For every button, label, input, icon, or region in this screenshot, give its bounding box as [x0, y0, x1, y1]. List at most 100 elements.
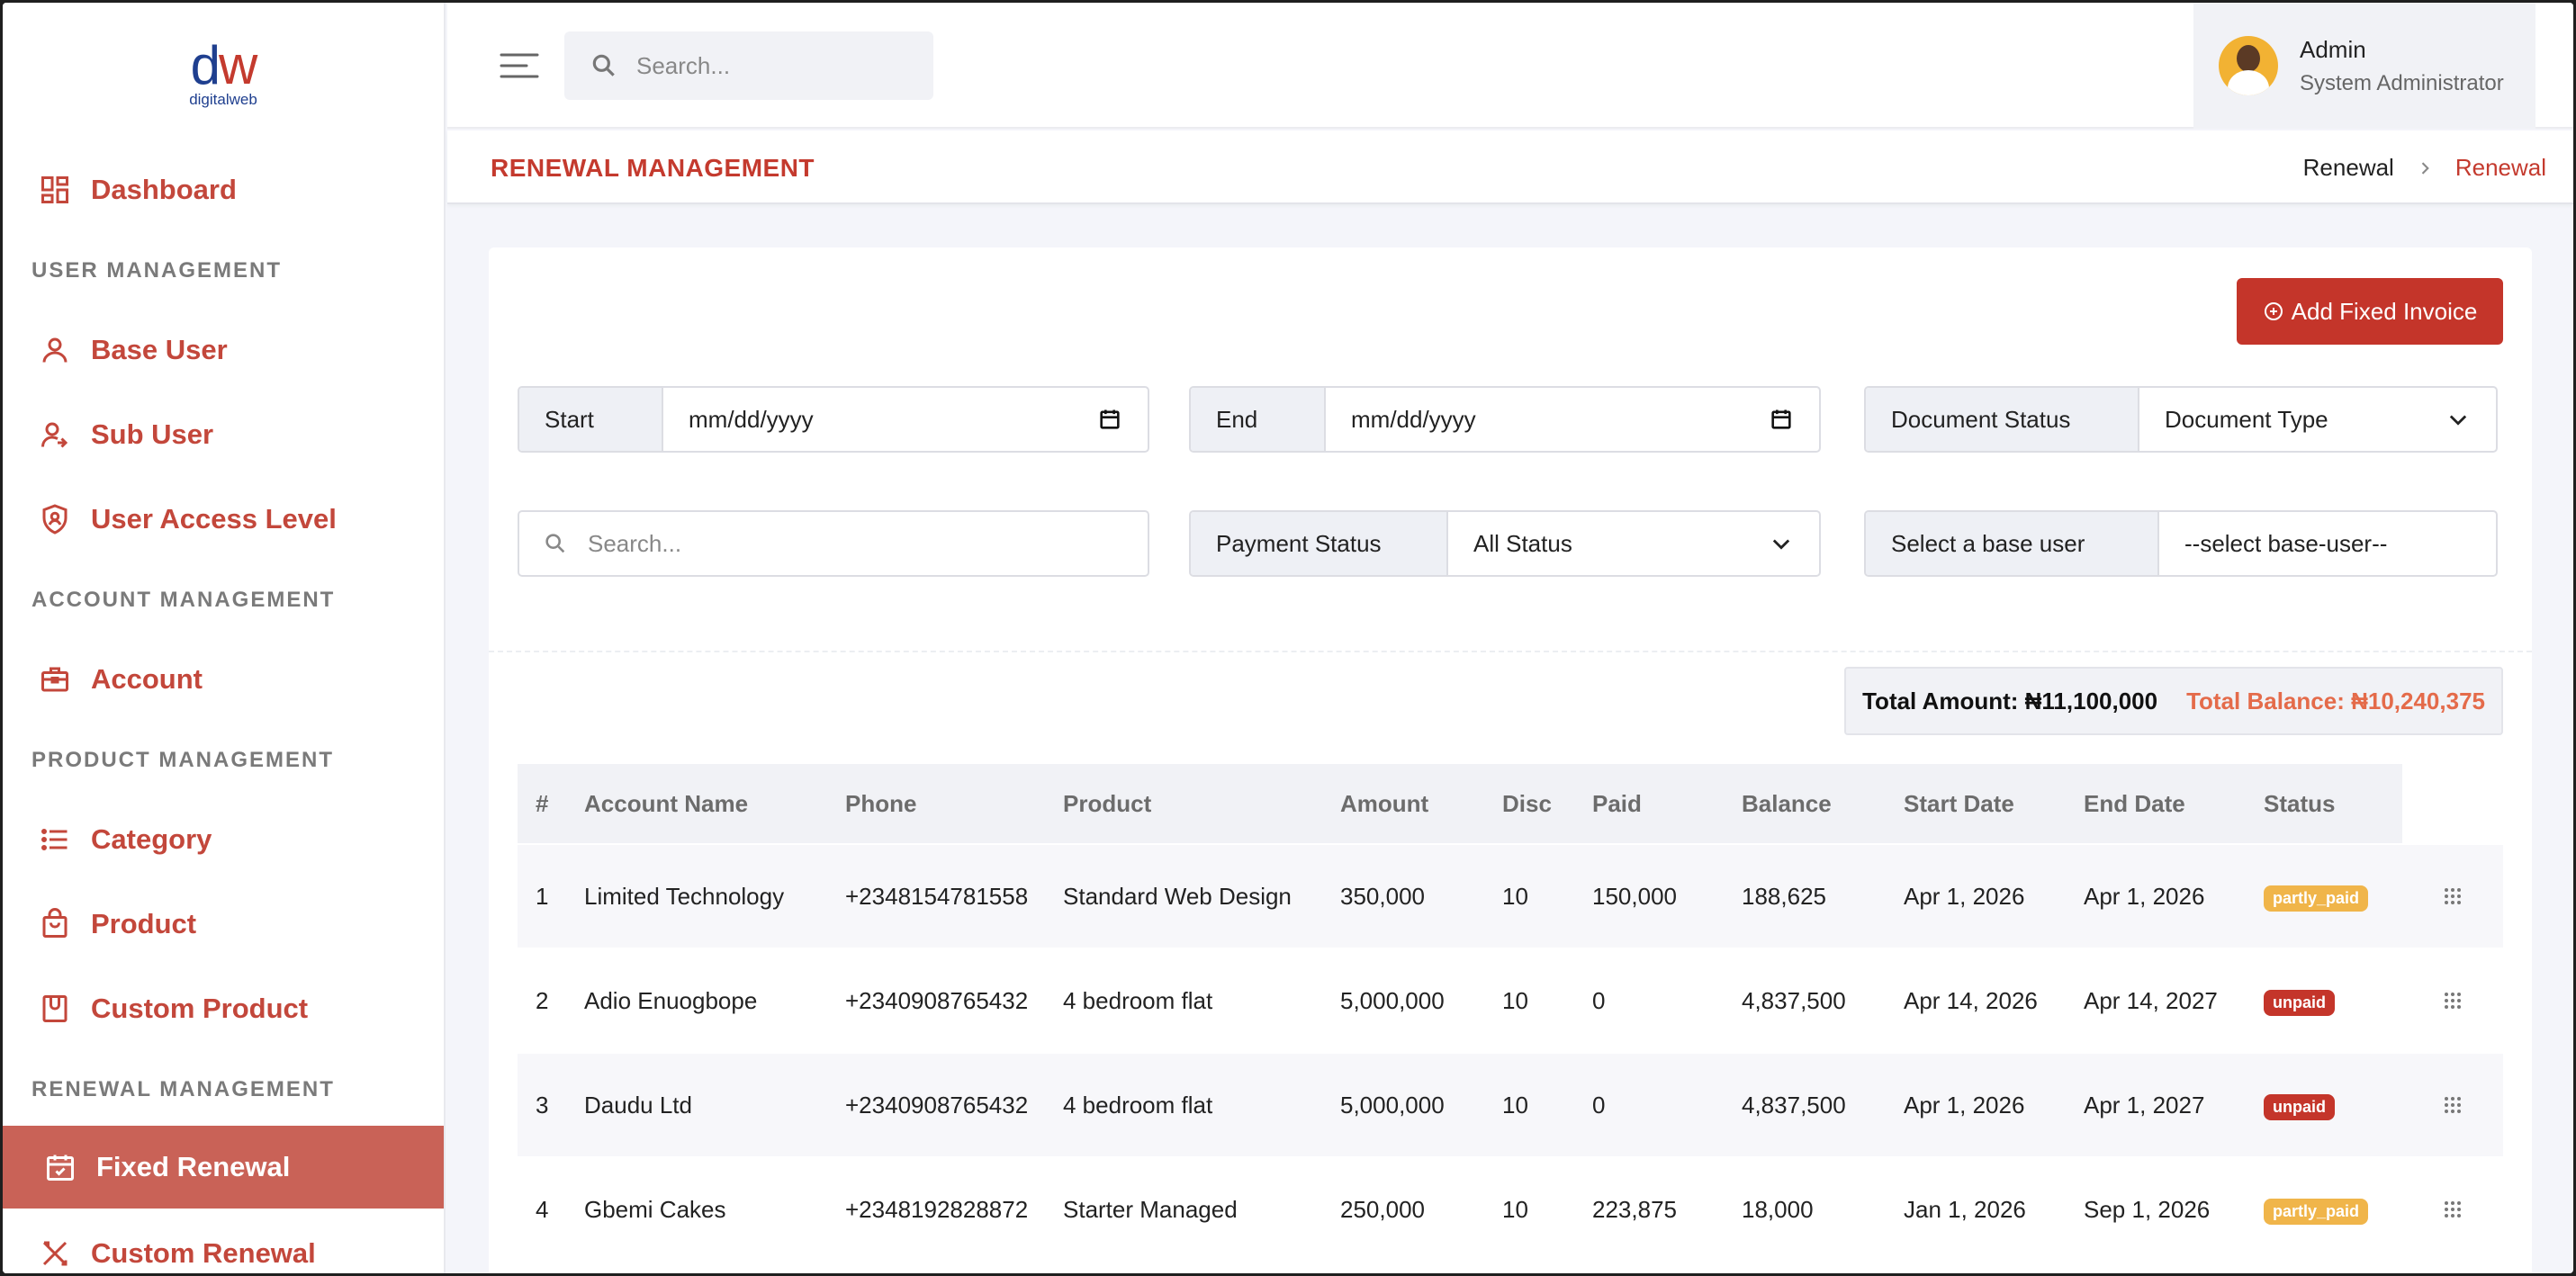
divider: [489, 651, 2532, 652]
add-fixed-invoice-button[interactable]: Add Fixed Invoice: [2237, 278, 2503, 345]
calendar-icon: [47, 1155, 74, 1181]
document-status-label: Document Status: [1866, 388, 2139, 451]
bag-icon: [42, 908, 68, 938]
payment-status-value: All Status: [1473, 529, 1572, 557]
col-header-end-date[interactable]: End Date: [2084, 789, 2185, 817]
table-row[interactable]: 2 Adio Enuogbope +2340908765432 4 bedroo…: [518, 948, 2503, 1052]
shield-user-icon: [42, 504, 68, 535]
cell-disc: 10: [1502, 986, 1528, 1014]
tools-icon: [42, 1241, 68, 1266]
cell-balance: 4,837,500: [1742, 1091, 1846, 1119]
end-date-input[interactable]: mm/dd/yyyy: [1326, 388, 1819, 451]
calendar-picker-icon[interactable]: [1097, 407, 1122, 432]
sidebar-item-category[interactable]: Category: [3, 804, 444, 876]
status-badge: unpaid: [2264, 989, 2335, 1016]
base-user-label: Select a base user: [1866, 512, 2159, 575]
cell-balance: 188,625: [1742, 882, 1826, 910]
cell-amount: 5,000,000: [1340, 1091, 1445, 1119]
sidebar-item-product[interactable]: Product: [3, 888, 444, 960]
user-menu[interactable]: Admin System Administrator: [2193, 3, 2535, 129]
logo-text: digitalweb: [189, 91, 257, 108]
col-header-start-date[interactable]: Start Date: [1904, 789, 2014, 817]
calendar-picker-icon[interactable]: [1769, 407, 1794, 432]
sidebar-item-label: Custom Renewal: [91, 1237, 316, 1269]
base-user-group: Select a base user --select base-user--: [1864, 510, 2498, 577]
document-type-value: Document Type: [2165, 405, 2328, 433]
col-header-phone[interactable]: Phone: [845, 789, 917, 817]
cell-product: Standard Web Design: [1063, 882, 1292, 910]
section-product-management: PRODUCT MANAGEMENT: [32, 748, 334, 772]
sidebar-item-label: User Access Level: [91, 503, 337, 535]
header-search-input[interactable]: [636, 51, 924, 80]
start-date-value: mm/dd/yyyy: [689, 405, 814, 433]
payment-status-select[interactable]: All Status: [1448, 512, 1819, 575]
breadcrumb-parent[interactable]: Renewal: [2302, 154, 2394, 181]
col-header-disc[interactable]: Disc: [1502, 789, 1552, 817]
hamburger-menu-icon[interactable]: [500, 51, 539, 80]
logo[interactable]: dw digitalweb: [174, 39, 273, 114]
cell-amount: 5,000,000: [1340, 986, 1445, 1014]
sidebar-item-fixed-renewal[interactable]: Fixed Renewal: [3, 1126, 444, 1209]
cell-paid: 223,875: [1592, 1195, 1677, 1223]
sidebar-item-account[interactable]: Account: [3, 643, 444, 715]
sidebar: dw digitalweb Dashboard USER MANAGEMENT …: [3, 3, 446, 1273]
col-header-paid[interactable]: Paid: [1592, 789, 1642, 817]
status-badge: partly_paid: [2264, 885, 2369, 912]
cell-end-date: Apr 1, 2026: [2084, 882, 2205, 910]
sidebar-item-label: Dashboard: [91, 174, 237, 205]
total-amount: Total Amount: ₦11,100,000: [1862, 687, 2158, 714]
sidebar-item-user-access-level[interactable]: User Access Level: [3, 483, 444, 555]
table-row[interactable]: 3 Daudu Ltd +2340908765432 4 bedroom fla…: [518, 1052, 2503, 1156]
actions-grid-icon[interactable]: [2442, 990, 2463, 1011]
col-header-balance[interactable]: Balance: [1742, 789, 1832, 817]
chevron-down-icon: [1772, 539, 1790, 550]
add-button-label: Add Fixed Invoice: [2291, 297, 2478, 325]
briefcase-icon: [41, 667, 68, 692]
cell-phone: +2340908765432: [845, 986, 1029, 1014]
col-header-product[interactable]: Product: [1063, 789, 1152, 817]
actions-grid-icon[interactable]: [2442, 1199, 2463, 1220]
avatar: [2219, 36, 2278, 95]
sidebar-item-dashboard[interactable]: Dashboard: [3, 154, 444, 226]
col-header-number[interactable]: #: [536, 789, 549, 817]
end-date-value: mm/dd/yyyy: [1351, 405, 1476, 433]
table-search[interactable]: [518, 510, 1149, 577]
table-row[interactable]: 4 Gbemi Cakes +2348192828872 Starter Man…: [518, 1156, 2503, 1261]
cell-paid: 0: [1592, 1091, 1606, 1119]
chevron-down-icon: [2449, 415, 2467, 426]
table-row[interactable]: 1 Limited Technology +2348154781558 Stan…: [518, 843, 2503, 948]
cell-paid: 0: [1592, 986, 1606, 1014]
cell-start-date: Apr 14, 2026: [1904, 986, 2038, 1014]
cell-account-name: Limited Technology: [584, 882, 785, 910]
col-header-amount[interactable]: Amount: [1340, 789, 1429, 817]
base-user-select[interactable]: --select base-user--: [2159, 512, 2496, 575]
cell-amount: 350,000: [1340, 882, 1425, 910]
search-icon: [592, 54, 615, 76]
sidebar-item-sub-user[interactable]: Sub User: [3, 399, 444, 471]
sidebar-item-custom-renewal[interactable]: Custom Renewal: [3, 1218, 444, 1273]
sidebar-item-custom-product[interactable]: Custom Product: [3, 973, 444, 1045]
sidebar-item-label: Product: [91, 908, 197, 939]
sidebar-item-base-user[interactable]: Base User: [3, 314, 444, 386]
cell-end-date: Sep 1, 2026: [2084, 1195, 2211, 1223]
sidebar-item-label: Fixed Renewal: [96, 1151, 291, 1182]
start-date-input[interactable]: mm/dd/yyyy: [663, 388, 1148, 451]
document-status-group: Document Status Document Type: [1864, 386, 2498, 453]
actions-grid-icon[interactable]: [2442, 1094, 2463, 1116]
document-type-select[interactable]: Document Type: [2139, 388, 2496, 451]
cell-end-date: Apr 14, 2027: [2084, 986, 2218, 1014]
cell-balance: 18,000: [1742, 1195, 1814, 1223]
cell-product: Starter Managed: [1063, 1195, 1238, 1223]
header-search[interactable]: [564, 31, 933, 100]
actions-grid-icon[interactable]: [2442, 885, 2463, 907]
payment-status-label: Payment Status: [1191, 512, 1448, 575]
table-search-input[interactable]: [588, 529, 1092, 558]
cell-start-date: Apr 1, 2026: [1904, 882, 2025, 910]
end-date-label: End: [1191, 388, 1326, 451]
col-header-account-name[interactable]: Account Name: [584, 789, 749, 817]
sidebar-item-label: Sub User: [91, 418, 214, 450]
cell-start-date: Jan 1, 2026: [1904, 1195, 2026, 1223]
section-account-management: ACCOUNT MANAGEMENT: [32, 588, 336, 612]
col-header-status[interactable]: Status: [2264, 789, 2336, 817]
breadcrumb-current: Renewal: [2454, 154, 2546, 181]
